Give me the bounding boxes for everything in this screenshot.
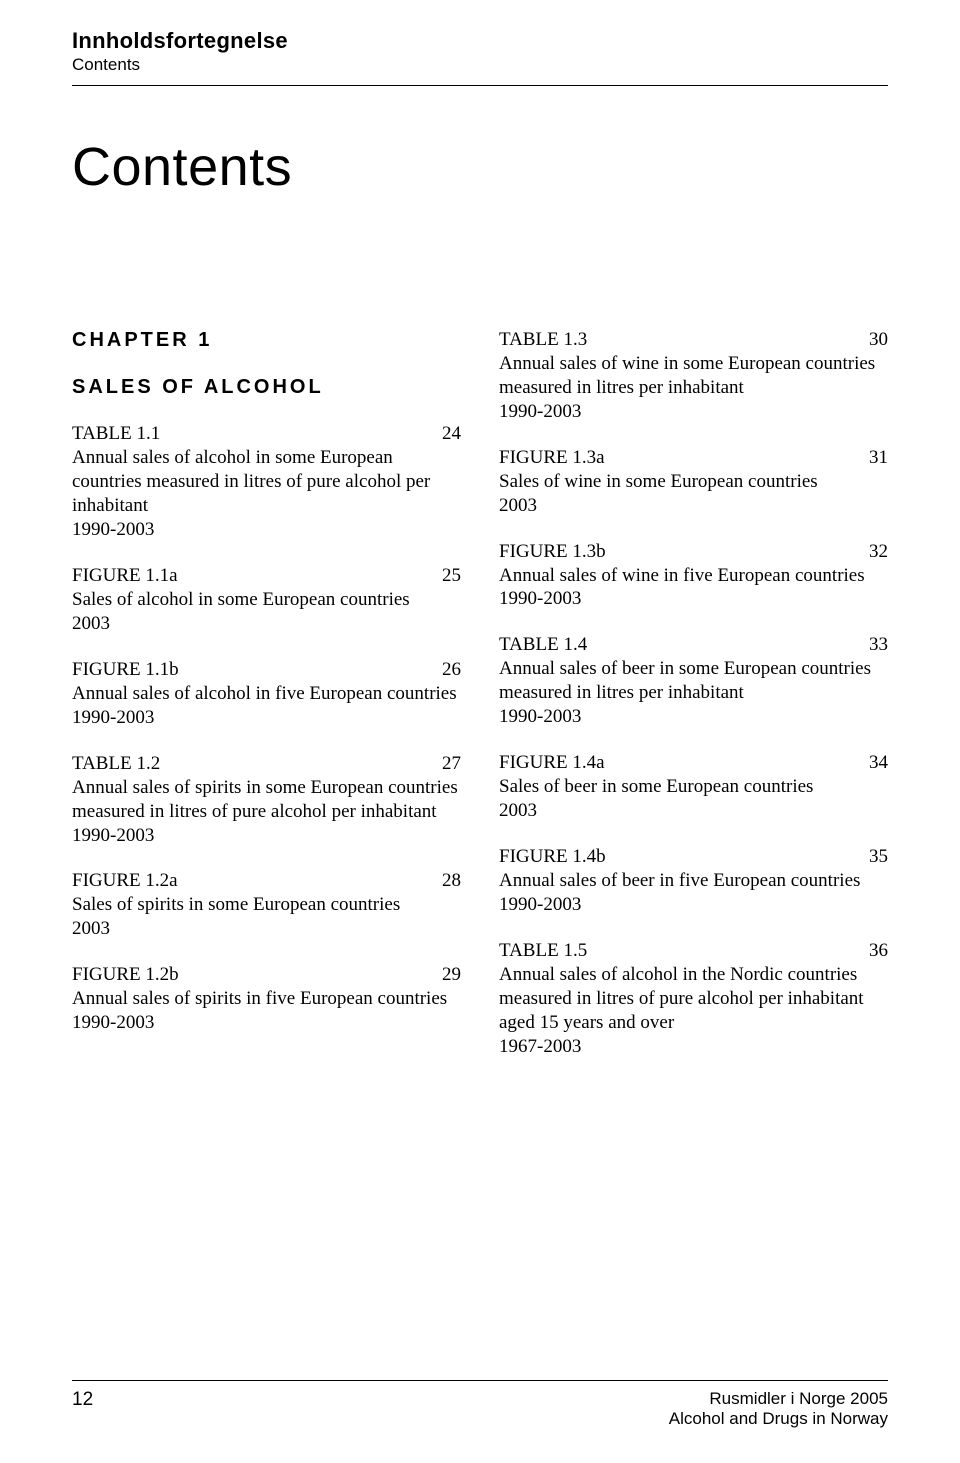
entry-page: 27 (442, 752, 461, 776)
entry-label: FIGURE 1.1a (72, 564, 178, 588)
entry-desc: Annual sales of beer in some European co… (499, 657, 888, 705)
footer-rule (72, 1380, 888, 1381)
entry-range: 1990-2003 (499, 705, 888, 729)
entry-desc: Annual sales of alcohol in the Nordic co… (499, 963, 888, 1035)
entry-desc: Annual sales of spirits in five European… (72, 987, 461, 1011)
toc-entry: FIGURE 1.1b 26 Annual sales of alcohol i… (72, 658, 461, 730)
entry-page: 35 (869, 845, 888, 869)
entry-label: TABLE 1.2 (72, 752, 160, 776)
toc-entry: TABLE 1.3 30 Annual sales of wine in som… (499, 328, 888, 424)
page-footer: 12 Rusmidler i Norge 2005 Alcohol and Dr… (72, 1380, 888, 1429)
entry-range: 1990-2003 (72, 518, 461, 542)
entry-label: TABLE 1.1 (72, 422, 160, 446)
entry-range: 1990-2003 (499, 587, 888, 611)
content-columns: CHAPTER 1 SALES OF ALCOHOL TABLE 1.1 24 … (72, 328, 888, 1080)
entry-desc: Sales of spirits in some European countr… (72, 893, 461, 917)
entry-page: 36 (869, 939, 888, 963)
page-title: Contents (72, 136, 888, 198)
entry-page: 34 (869, 751, 888, 775)
entry-page: 24 (442, 422, 461, 446)
entry-page: 26 (442, 658, 461, 682)
entry-desc: Sales of beer in some European countries (499, 775, 888, 799)
entry-range: 1990-2003 (499, 400, 888, 424)
entry-page: 29 (442, 963, 461, 987)
entry-label: FIGURE 1.4b (499, 845, 606, 869)
chapter-label: CHAPTER 1 (72, 328, 461, 353)
entry-desc: Sales of wine in some European countries (499, 470, 888, 494)
entry-page: 30 (869, 328, 888, 352)
entry-label: FIGURE 1.3b (499, 540, 606, 564)
entry-label: FIGURE 1.1b (72, 658, 179, 682)
entry-range: 1967-2003 (499, 1035, 888, 1059)
entry-desc: Annual sales of wine in five European co… (499, 564, 888, 588)
toc-entry: FIGURE 1.2a 28 Sales of spirits in some … (72, 869, 461, 941)
header-title: Innholdsfortegnelse (72, 28, 888, 54)
entry-label: FIGURE 1.3a (499, 446, 605, 470)
entry-range: 2003 (72, 917, 461, 941)
entry-label: FIGURE 1.4a (499, 751, 605, 775)
entry-label: TABLE 1.3 (499, 328, 587, 352)
entry-range: 1990-2003 (72, 706, 461, 730)
entry-page: 25 (442, 564, 461, 588)
toc-entry: TABLE 1.4 33 Annual sales of beer in som… (499, 633, 888, 729)
entry-page: 28 (442, 869, 461, 893)
toc-entry: TABLE 1.2 27 Annual sales of spirits in … (72, 752, 461, 848)
entry-range: 2003 (72, 612, 461, 636)
entry-desc: Annual sales of alcohol in five European… (72, 682, 461, 706)
entry-range: 1990-2003 (72, 1011, 461, 1035)
entry-page: 33 (869, 633, 888, 657)
entry-desc: Annual sales of beer in five European co… (499, 869, 888, 893)
entry-desc: Annual sales of spirits in some European… (72, 776, 461, 824)
toc-entry: FIGURE 1.3a 31 Sales of wine in some Eur… (499, 446, 888, 518)
entry-label: FIGURE 1.2a (72, 869, 178, 893)
running-header: Innholdsfortegnelse Contents (72, 28, 888, 86)
toc-entry: FIGURE 1.4a 34 Sales of beer in some Eur… (499, 751, 888, 823)
entry-label: FIGURE 1.2b (72, 963, 179, 987)
right-column: TABLE 1.3 30 Annual sales of wine in som… (499, 328, 888, 1080)
entry-label: TABLE 1.5 (499, 939, 587, 963)
toc-entry: FIGURE 1.3b 32 Annual sales of wine in f… (499, 540, 888, 612)
entry-desc: Annual sales of wine in some European co… (499, 352, 888, 400)
entry-label: TABLE 1.4 (499, 633, 587, 657)
footer-line2: Alcohol and Drugs in Norway (669, 1409, 888, 1429)
toc-entry: TABLE 1.1 24 Annual sales of alcohol in … (72, 422, 461, 542)
entry-desc: Annual sales of alcohol in some European… (72, 446, 461, 518)
entry-range: 1990-2003 (499, 893, 888, 917)
toc-entry: TABLE 1.5 36 Annual sales of alcohol in … (499, 939, 888, 1059)
toc-entry: FIGURE 1.1a 25 Sales of alcohol in some … (72, 564, 461, 636)
header-subtitle: Contents (72, 55, 888, 75)
entry-page: 31 (869, 446, 888, 470)
left-column: CHAPTER 1 SALES OF ALCOHOL TABLE 1.1 24 … (72, 328, 461, 1080)
entry-range: 1990-2003 (72, 824, 461, 848)
footer-line1: Rusmidler i Norge 2005 (669, 1389, 888, 1409)
entry-page: 32 (869, 540, 888, 564)
section-title: SALES OF ALCOHOL (72, 375, 461, 400)
footer-right: Rusmidler i Norge 2005 Alcohol and Drugs… (669, 1389, 888, 1429)
header-rule (72, 85, 888, 86)
toc-entry: FIGURE 1.4b 35 Annual sales of beer in f… (499, 845, 888, 917)
entry-range: 2003 (499, 494, 888, 518)
entry-desc: Sales of alcohol in some European countr… (72, 588, 461, 612)
toc-entry: FIGURE 1.2b 29 Annual sales of spirits i… (72, 963, 461, 1035)
entry-range: 2003 (499, 799, 888, 823)
page-number: 12 (72, 1389, 93, 1411)
